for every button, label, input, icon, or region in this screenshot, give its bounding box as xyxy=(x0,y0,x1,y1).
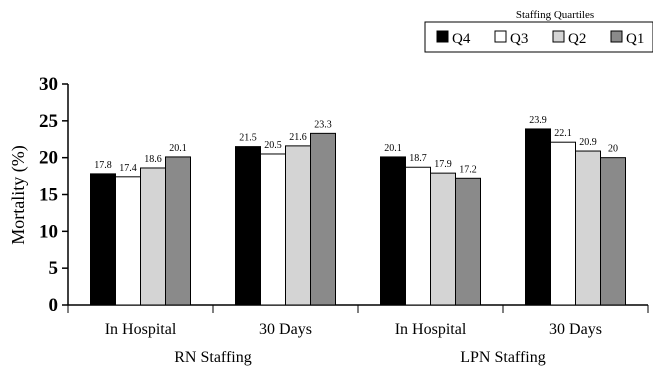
y-tick-label: 0 xyxy=(49,295,59,316)
group-label: LPN Staffing xyxy=(460,349,545,366)
bar xyxy=(575,150,601,306)
y-tick-label: 30 xyxy=(39,74,58,95)
data-label: 20.1 xyxy=(169,143,187,154)
data-label: 17.2 xyxy=(459,164,477,175)
data-label: 17.9 xyxy=(434,159,452,170)
data-label: 20.5 xyxy=(264,140,282,151)
data-label: 17.8 xyxy=(94,160,112,171)
legend: Staffing Quartiles Q4 Q3 Q2 Q1 xyxy=(424,9,653,53)
legend-entry: Q3 xyxy=(510,31,528,47)
bar xyxy=(260,153,286,306)
data-label: 22.1 xyxy=(554,128,572,139)
y-tick-label: 25 xyxy=(39,111,58,132)
bar xyxy=(525,128,551,306)
bar xyxy=(285,145,311,306)
data-label: 20 xyxy=(608,144,618,155)
x-category-label: In Hospital xyxy=(105,321,177,338)
x-category-label: 30 Days xyxy=(549,321,602,338)
data-labels: 17.8 17.4 18.6 20.1 21.5 20.5 21.6 23.3 20.1 18.7… xyxy=(94,115,618,175)
legend-title: Staffing Quartiles xyxy=(516,9,594,21)
data-label: 18.6 xyxy=(144,154,162,165)
x-category-label: 30 Days xyxy=(259,321,312,338)
bar xyxy=(405,166,431,306)
y-axis-label: Mortality (%) xyxy=(8,145,29,244)
bar xyxy=(600,157,626,306)
bar xyxy=(550,141,576,306)
group-label: RN Staffing xyxy=(174,349,251,366)
bar xyxy=(140,167,166,306)
bars xyxy=(90,128,626,306)
data-label: 23.9 xyxy=(529,115,547,126)
data-label: 20.1 xyxy=(384,143,402,154)
bar xyxy=(235,146,261,306)
bar xyxy=(455,177,481,306)
bar xyxy=(310,132,336,306)
bar xyxy=(115,176,141,306)
data-label: 21.5 xyxy=(239,133,257,144)
data-label: 18.7 xyxy=(409,153,427,164)
bar xyxy=(165,156,191,306)
legend-swatch xyxy=(610,30,623,43)
y-tick-label: 5 xyxy=(49,258,59,279)
y-tick-label: 15 xyxy=(39,185,58,206)
data-label: 20.9 xyxy=(579,137,597,148)
legend-entry: Q4 xyxy=(452,31,471,47)
legend-entry: Q2 xyxy=(568,31,586,47)
legend-swatch xyxy=(494,30,507,43)
y-tick-label: 10 xyxy=(39,221,58,242)
x-category-label: In Hospital xyxy=(395,321,467,338)
data-label: 21.6 xyxy=(289,132,307,143)
legend-entry: Q1 xyxy=(626,31,644,47)
legend-swatch xyxy=(436,30,449,43)
data-label: 23.3 xyxy=(314,119,332,130)
bar xyxy=(380,156,406,306)
data-label: 17.4 xyxy=(119,163,137,174)
bar xyxy=(430,172,456,306)
y-tick-label: 20 xyxy=(39,148,58,169)
bar xyxy=(90,173,116,306)
legend-swatch xyxy=(552,30,565,43)
